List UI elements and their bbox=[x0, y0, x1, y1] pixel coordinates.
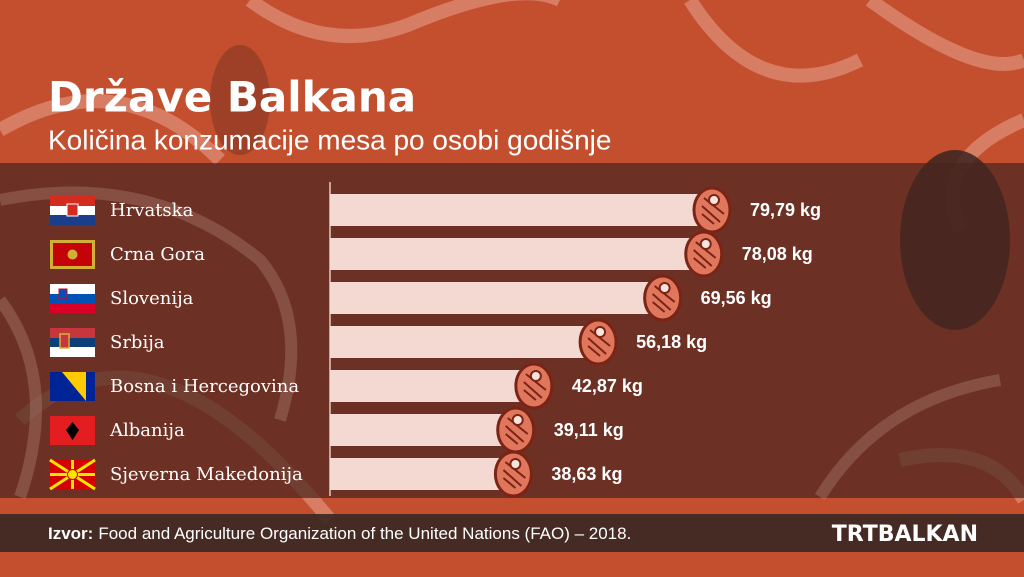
bar bbox=[330, 238, 707, 270]
meat-icon-body bbox=[692, 186, 732, 234]
meat-icon-bone bbox=[658, 282, 671, 294]
bar bbox=[330, 458, 517, 490]
chart-title: Države Balkana bbox=[48, 73, 416, 122]
category-label: Srbija bbox=[110, 332, 165, 353]
meat-icon-body bbox=[643, 274, 683, 322]
flag bbox=[50, 284, 95, 313]
flag bbox=[50, 372, 95, 401]
value-label: 78,08 kg bbox=[742, 244, 813, 264]
meat-icon-bone bbox=[594, 326, 607, 338]
meat-icon-body bbox=[578, 318, 618, 366]
meat-icon-bone bbox=[511, 414, 524, 426]
flag bbox=[50, 240, 95, 269]
flag bbox=[50, 416, 95, 445]
bars: Hrvatska 79,79 kg Crna Gora 78,08 kg Sloveni… bbox=[109, 186, 821, 498]
category-label: Hrvatska bbox=[110, 200, 194, 221]
bar bbox=[330, 194, 715, 226]
meat-icon bbox=[692, 186, 732, 234]
chart-subtitle: Količina konzumacije mesa po osobi godiš… bbox=[48, 124, 611, 155]
meat-icon bbox=[514, 362, 554, 410]
source-label: Izvor: bbox=[48, 524, 93, 543]
value-label: 56,18 kg bbox=[636, 332, 707, 352]
category-label: Slovenija bbox=[110, 288, 194, 309]
meat-icon bbox=[643, 274, 683, 322]
value-label: 42,87 kg bbox=[572, 376, 643, 396]
source: Izvor: Food and Agriculture Organization … bbox=[48, 524, 631, 543]
meat-icon-bone bbox=[708, 194, 720, 206]
meat-icon bbox=[578, 318, 618, 366]
footer-band bbox=[0, 514, 1024, 552]
decoration bbox=[210, 45, 270, 155]
bar bbox=[330, 414, 519, 446]
bar bbox=[330, 282, 666, 314]
category-label: Sjeverna Makedonija bbox=[110, 464, 303, 485]
meat-icon bbox=[493, 450, 533, 498]
meat-icon-body bbox=[493, 450, 533, 498]
bar bbox=[330, 370, 537, 402]
flag bbox=[49, 458, 96, 491]
category-label: Bosna i Hercegovina bbox=[110, 376, 299, 397]
category-label: Albanija bbox=[109, 420, 185, 441]
meat-icon-body bbox=[684, 230, 724, 278]
category-label: Crna Gora bbox=[110, 244, 205, 265]
meat-icon-bone bbox=[509, 458, 522, 470]
meat-icon-bone bbox=[699, 238, 712, 250]
value-label: 38,63 kg bbox=[551, 464, 622, 484]
value-label: 69,56 kg bbox=[701, 288, 772, 308]
flag bbox=[50, 196, 95, 225]
value-label: 79,79 kg bbox=[750, 200, 821, 220]
value-label: 39,11 kg bbox=[554, 420, 624, 440]
decoration bbox=[0, 186, 1001, 501]
meat-icon-bone bbox=[529, 370, 542, 382]
flags bbox=[49, 196, 96, 491]
meat-icon bbox=[684, 230, 724, 278]
meat-icon bbox=[496, 406, 536, 454]
flag bbox=[50, 328, 95, 357]
bar bbox=[330, 326, 602, 358]
brand: TRTBALKAN bbox=[832, 522, 978, 547]
source-text: Food and Agriculture Organization of the… bbox=[98, 524, 631, 543]
meat-icon-body bbox=[514, 362, 554, 410]
